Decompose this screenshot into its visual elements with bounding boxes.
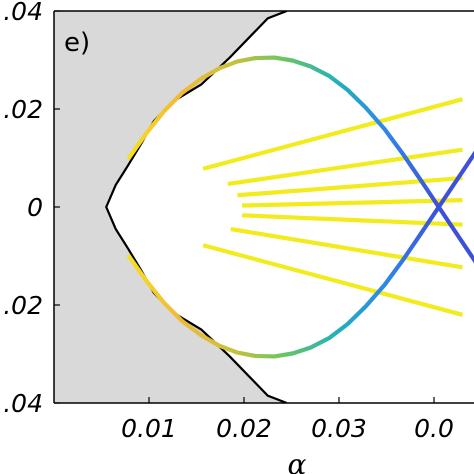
ray-1	[202, 97, 464, 171]
x-axis-label: α	[288, 448, 307, 474]
axis-ticks	[54, 10, 435, 404]
ray-4	[242, 198, 463, 208]
panel-label: e)	[64, 28, 90, 58]
y-tick-label: .04	[3, 389, 43, 418]
plot-area	[54, 11, 474, 403]
shaded-region	[54, 11, 287, 403]
loop-lower-branch	[126, 150, 474, 359]
tick-labels: 0.01 0.02 0.03 0.0.04.020.02.04	[3, 0, 454, 443]
ray-2	[227, 147, 463, 187]
ray-7	[202, 243, 464, 317]
ray-3	[237, 175, 463, 198]
x-tick-label: 0.02	[216, 414, 272, 443]
x-tick-label: 0.0	[414, 414, 454, 443]
x-tick-label: 0.01	[121, 414, 177, 443]
ray-6	[230, 226, 463, 270]
y-tick-label: .02	[3, 291, 43, 320]
y-tick-label: .04	[3, 0, 43, 26]
x-tick-label: 0.03	[311, 414, 367, 443]
y-tick-label: .02	[3, 95, 43, 124]
loop-upper-branch	[126, 55, 474, 264]
y-tick-label: 0	[27, 193, 43, 222]
